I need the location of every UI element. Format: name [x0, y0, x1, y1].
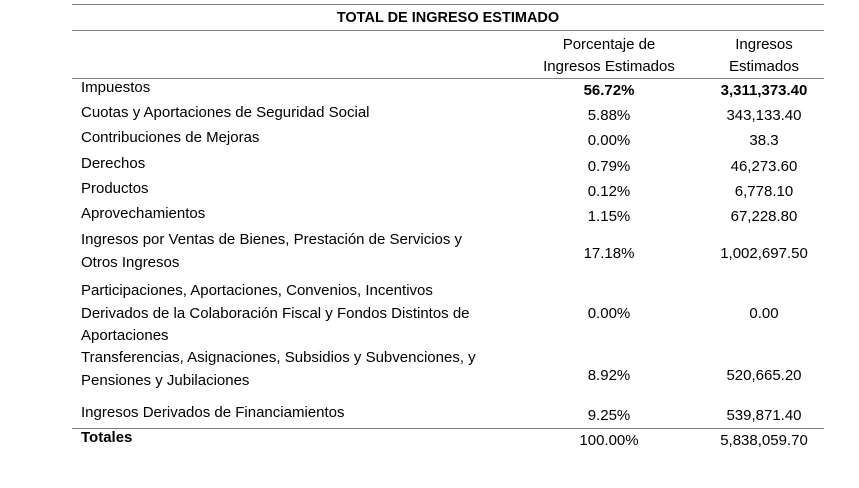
header-percentage-line1: Porcentaje de: [562, 36, 656, 53]
table-row: Impuestos 56.72% 3,311,373.40: [72, 77, 824, 102]
row-amount: 539,871.40: [726, 407, 802, 424]
table-row: Ingresos por Ventas de Bienes, Prestació…: [72, 229, 824, 277]
row-label-line: Participaciones, Aportaciones, Convenios…: [81, 282, 433, 299]
row-percentage: 56.72%: [583, 82, 635, 99]
header-amount-line2: Estimados: [728, 58, 800, 75]
row-amount: 343,133.40: [726, 107, 802, 124]
table-row: Derechos 0.79% 46,273.60: [72, 153, 824, 178]
header-amount-line1: Ingresos: [735, 36, 793, 53]
row-label: Participaciones, Aportaciones, Convenios…: [81, 280, 521, 348]
row-amount: 6,778.10: [734, 183, 794, 200]
row-amount: 67,228.80: [730, 208, 798, 225]
row-percentage: 5.88%: [587, 107, 631, 124]
row-percentage: 0.00%: [587, 305, 631, 322]
row-label: Cuotas y Aportaciones de Seguridad Socia…: [81, 104, 370, 121]
row-label: Ingresos por Ventas de Bienes, Prestació…: [81, 229, 521, 274]
table-row: Aprovechamientos 1.15% 67,228.80: [72, 203, 824, 228]
table-row: Productos 0.12% 6,778.10: [72, 178, 824, 203]
table-row: Ingresos Derivados de Financiamientos 9.…: [72, 402, 824, 428]
row-percentage: 8.92%: [587, 367, 631, 384]
totals-percentage: 100.00%: [579, 432, 639, 449]
row-percentage: 9.25%: [587, 407, 631, 424]
row-label-line: Derivados de la Colaboración Fiscal y Fo…: [81, 304, 470, 322]
header-amount: Ingresos Estimados: [704, 34, 824, 78]
row-label-line: Otros Ingresos: [81, 253, 180, 271]
row-label-line: Transferencias, Asignaciones, Subsidios …: [81, 349, 476, 366]
row-label: Derechos: [81, 155, 146, 172]
row-amount: 0.00: [749, 305, 779, 322]
table-row: Transferencias, Asignaciones, Subsidios …: [72, 347, 824, 397]
row-label: Transferencias, Asignaciones, Subsidios …: [81, 347, 521, 392]
row-percentage: 0.00%: [587, 132, 631, 149]
row-label: Ingresos Derivados de Financiamientos: [81, 404, 345, 421]
totals-label: Totales: [81, 429, 133, 446]
header-rule: [72, 78, 824, 79]
row-amount: 38.3: [749, 132, 779, 149]
row-label: Impuestos: [81, 79, 151, 96]
totals-amount: 5,838,059.70: [720, 432, 808, 449]
row-amount: 3,311,373.40: [720, 82, 808, 99]
row-label-line: Aportaciones: [81, 327, 169, 344]
table-row: Contribuciones de Mejoras 0.00% 38.3: [72, 127, 824, 152]
totals-rule: [72, 428, 824, 429]
header-percentage-line2: Ingresos Estimados: [543, 58, 675, 75]
row-amount: 520,665.20: [726, 367, 802, 384]
row-label-line: Ingresos por Ventas de Bienes, Prestació…: [81, 231, 463, 248]
row-percentage: 0.79%: [587, 158, 631, 175]
row-percentage: 1.15%: [587, 208, 631, 225]
table-row: Cuotas y Aportaciones de Seguridad Socia…: [72, 102, 824, 127]
row-label-line: Pensiones y Jubilaciones: [81, 371, 250, 389]
row-label: Aprovechamientos: [81, 205, 206, 222]
totals-row: Totales 100.00% 5,838,059.70: [72, 427, 824, 453]
row-label: Contribuciones de Mejoras: [81, 129, 260, 146]
row-percentage: 17.18%: [583, 245, 635, 262]
row-amount: 46,273.60: [730, 158, 798, 175]
table-title: TOTAL DE INGRESO ESTIMADO: [336, 10, 560, 26]
row-percentage: 0.12%: [587, 183, 631, 200]
title-rule: [72, 30, 824, 31]
table-row: Participaciones, Aportaciones, Convenios…: [72, 280, 824, 348]
top-rule: [72, 4, 824, 5]
header-percentage: Porcentaje de Ingresos Estimados: [528, 34, 690, 78]
row-amount: 1,002,697.50: [720, 245, 808, 262]
row-label: Productos: [81, 180, 149, 197]
